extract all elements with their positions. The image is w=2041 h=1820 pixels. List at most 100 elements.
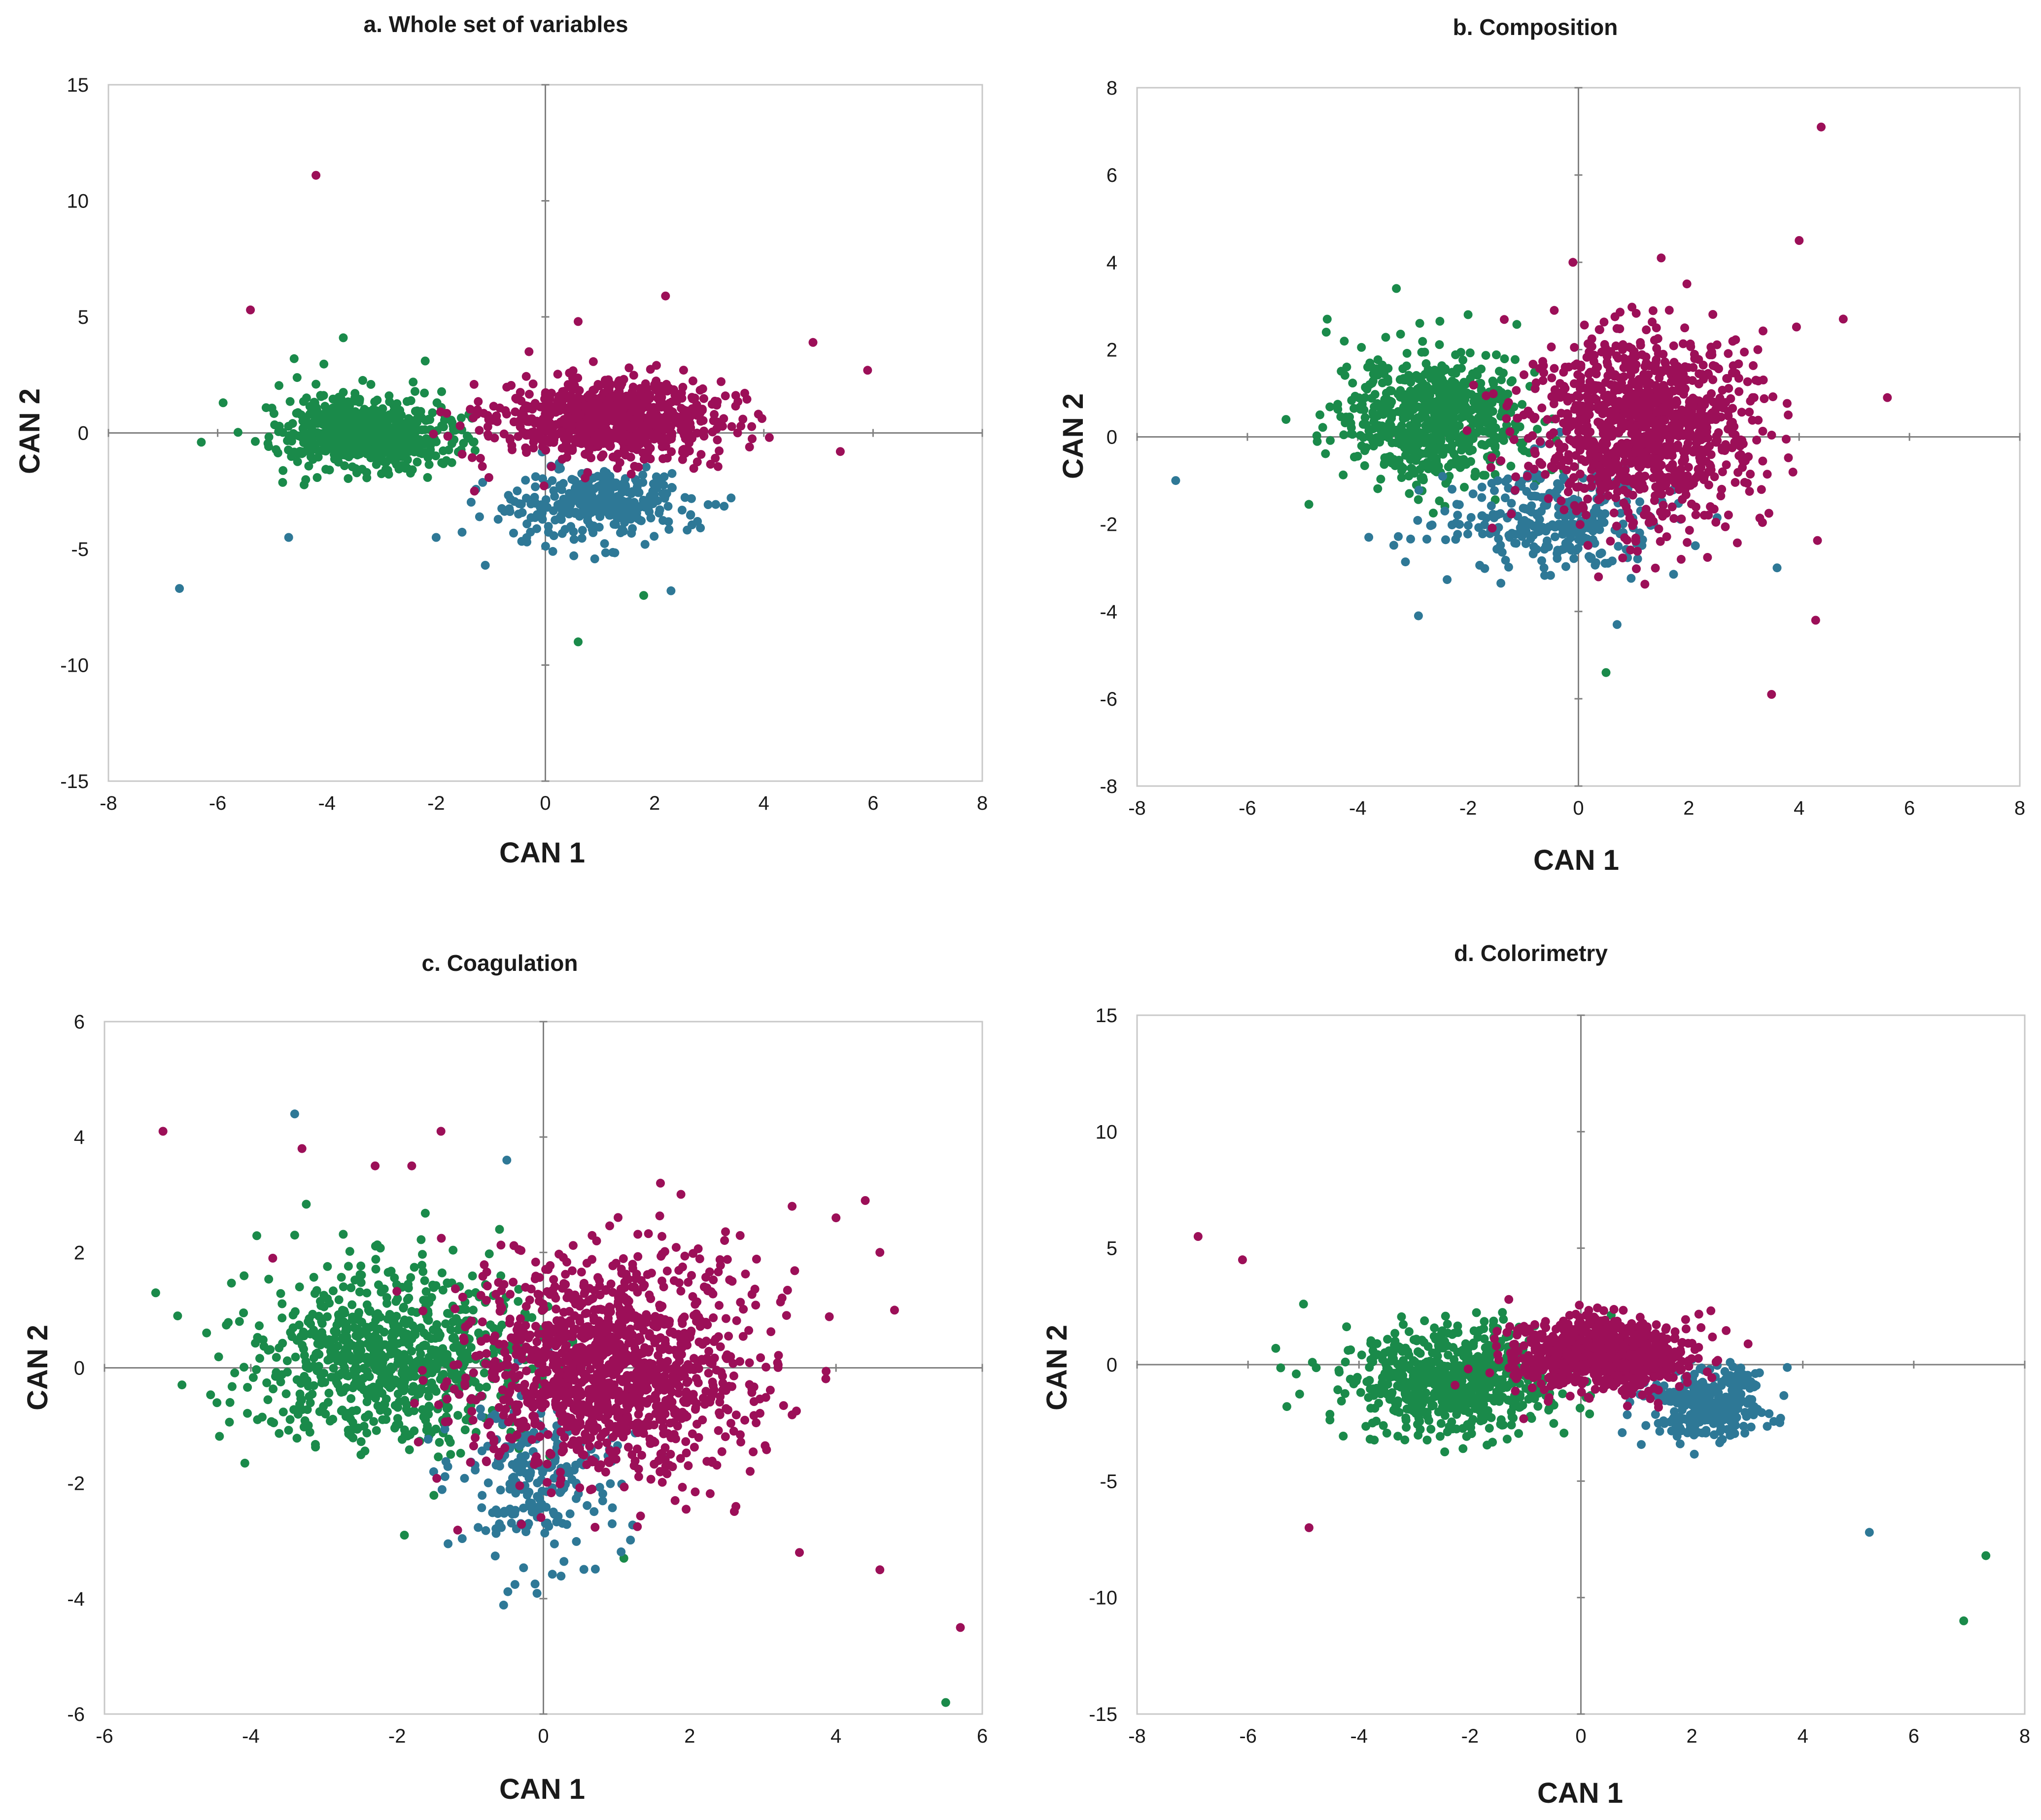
point-green [435, 1330, 445, 1339]
point-magenta [1688, 376, 1697, 385]
point-blue [569, 535, 579, 544]
point-blue [1595, 509, 1604, 518]
point-green [1413, 413, 1422, 422]
point-green [346, 1283, 356, 1292]
point-green [304, 1381, 313, 1391]
point-green [320, 402, 330, 411]
point-magenta [443, 432, 452, 441]
point-magenta [1541, 470, 1550, 479]
point-green [418, 1250, 427, 1259]
x-tick-label: -6 [1239, 797, 1256, 819]
point-green [1435, 340, 1444, 349]
point-green [340, 1308, 349, 1318]
point-green [1325, 402, 1335, 412]
point-green [371, 1241, 380, 1251]
point-green [1407, 464, 1417, 474]
point-green [324, 1388, 334, 1398]
point-magenta [648, 432, 657, 442]
point-green [356, 1379, 365, 1388]
point-green [335, 1371, 344, 1380]
outlier-point-magenta [524, 347, 534, 356]
point-blue [521, 476, 530, 485]
point-green [1481, 351, 1490, 360]
point-green [402, 1319, 411, 1329]
point-green [384, 433, 393, 443]
point-blue [1468, 489, 1478, 499]
outlier-point-green [1342, 362, 1351, 372]
point-blue [1507, 529, 1517, 538]
point-magenta [585, 390, 594, 400]
point-green [432, 1357, 442, 1367]
point-magenta [573, 373, 583, 382]
point-green [401, 418, 410, 428]
y-tick-label: 6 [1107, 165, 1117, 186]
point-magenta [457, 449, 467, 459]
x-tick-label: 6 [867, 792, 878, 814]
point-blue [659, 472, 669, 481]
point-magenta [1683, 439, 1693, 448]
point-magenta [1704, 481, 1713, 490]
point-green [1350, 392, 1360, 401]
point-green [324, 1335, 334, 1344]
point-blue [686, 511, 695, 520]
y-tick-label: -2 [67, 1473, 85, 1495]
y-tick-label: 15 [67, 74, 89, 96]
point-green [310, 398, 319, 408]
point-magenta [1703, 553, 1712, 562]
y-tick-label: 2 [74, 1242, 85, 1264]
point-blue [557, 485, 566, 494]
x-tick-label: -6 [96, 1725, 113, 1747]
x-tick-label: -2 [427, 792, 445, 814]
panel-a-points [175, 171, 872, 647]
point-green [347, 462, 357, 472]
point-green [1339, 470, 1348, 480]
point-green [400, 1425, 409, 1435]
point-blue [667, 483, 676, 492]
point-magenta [1622, 475, 1631, 484]
point-blue [1477, 482, 1487, 492]
point-magenta [1646, 514, 1656, 523]
point-green [1438, 427, 1447, 436]
point-magenta [1657, 489, 1666, 499]
point-magenta [1618, 345, 1627, 354]
point-blue [1504, 562, 1513, 572]
point-blue [514, 510, 523, 519]
y-tick-label: 2 [1107, 339, 1117, 361]
point-magenta [1585, 386, 1594, 395]
point-green [1492, 350, 1501, 359]
point-blue [541, 495, 551, 504]
point-green [1315, 410, 1324, 419]
outlier-point-green [1463, 310, 1473, 319]
point-magenta [764, 433, 774, 442]
point-blue [522, 519, 532, 528]
point-green [428, 408, 437, 417]
point-blue [594, 522, 604, 532]
point-blue [1453, 511, 1462, 520]
point-magenta [1631, 533, 1640, 543]
point-green [240, 1458, 249, 1468]
point-magenta [495, 403, 504, 412]
point-magenta [566, 424, 576, 433]
point-green [328, 1414, 338, 1424]
point-magenta [679, 445, 689, 454]
point-magenta [639, 429, 648, 438]
series-green [197, 333, 648, 647]
point-green [1457, 364, 1466, 373]
point-green [1398, 364, 1408, 374]
point-green [1430, 410, 1439, 419]
point-blue [548, 476, 557, 485]
point-magenta [1713, 436, 1722, 445]
point-magenta [1737, 436, 1747, 445]
point-magenta [1782, 435, 1791, 444]
point-green [353, 449, 363, 458]
point-green [1430, 420, 1439, 430]
outlier-point-blue [1772, 563, 1782, 573]
point-magenta [1639, 370, 1649, 379]
point-magenta [1743, 479, 1752, 488]
point-blue [687, 520, 696, 529]
point-green [1429, 509, 1438, 518]
point-blue [460, 1474, 469, 1483]
outlier-point-blue [284, 533, 293, 542]
point-blue [696, 523, 705, 533]
point-magenta [1600, 405, 1609, 414]
